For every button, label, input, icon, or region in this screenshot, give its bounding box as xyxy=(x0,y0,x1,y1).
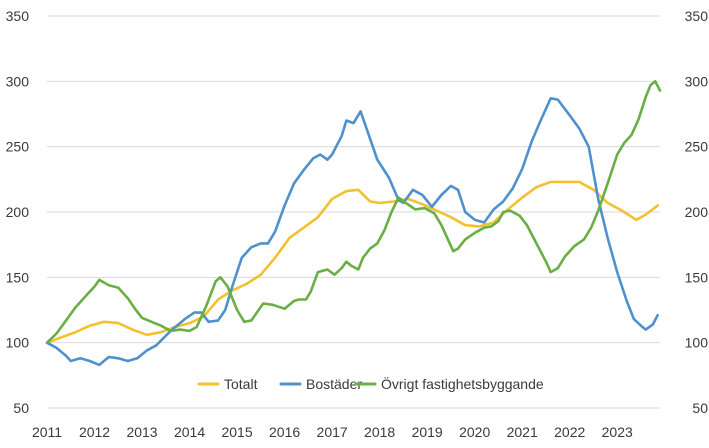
y-tick-label-right: 50 xyxy=(692,400,708,416)
y-tick-label-right: 150 xyxy=(685,269,709,285)
gridlines xyxy=(47,15,660,409)
x-tick-label: 2016 xyxy=(269,424,300,440)
series-lines xyxy=(45,80,662,367)
y-tick-label-right: 250 xyxy=(685,139,709,155)
x-tick-label: 2021 xyxy=(507,424,538,440)
legend-label-2: Bostäder xyxy=(306,376,362,392)
x-tick-label: 2018 xyxy=(364,424,395,440)
x-tick-label: 2014 xyxy=(174,424,205,440)
legend-label-1: Totalt xyxy=(224,376,258,392)
x-tick-label: 2012 xyxy=(79,424,110,440)
y-tick-label-left: 350 xyxy=(6,8,30,24)
y-tick-label-left: 150 xyxy=(6,269,30,285)
series-line-3 xyxy=(45,80,662,344)
y-tick-label-left: 100 xyxy=(6,335,30,351)
axes: 50 50 100 100 150 150 200 200 250 250 300 300 350 350… xyxy=(6,8,709,440)
y-tick-label-left: 300 xyxy=(6,73,30,89)
x-tick-label: 2019 xyxy=(412,424,443,440)
x-tick-label: 2023 xyxy=(602,424,633,440)
y-tick-label-left: 50 xyxy=(13,400,29,416)
y-tick-label-left: 200 xyxy=(6,204,30,220)
legend: Totalt Bostäder Övrigt fastighetsbyggande xyxy=(197,375,544,392)
y-tick-label-right: 300 xyxy=(685,73,709,89)
y-tick-label-right: 100 xyxy=(685,335,709,351)
y-tick-label-left: 250 xyxy=(6,139,30,155)
y-tick-label-right: 350 xyxy=(685,8,709,24)
series-line-1 xyxy=(45,180,659,344)
series-line-2 xyxy=(45,97,659,367)
y-tick-label-right: 200 xyxy=(685,204,709,220)
x-tick-label: 2017 xyxy=(317,424,348,440)
x-tick-label: 2020 xyxy=(459,424,490,440)
legend-label-3: Övrigt fastighetsbyggande xyxy=(381,375,544,392)
x-tick-label: 2011 xyxy=(32,424,62,440)
x-tick-label: 2022 xyxy=(554,424,585,440)
x-tick-label: 2013 xyxy=(126,424,157,440)
x-tick-label: 2015 xyxy=(221,424,252,440)
